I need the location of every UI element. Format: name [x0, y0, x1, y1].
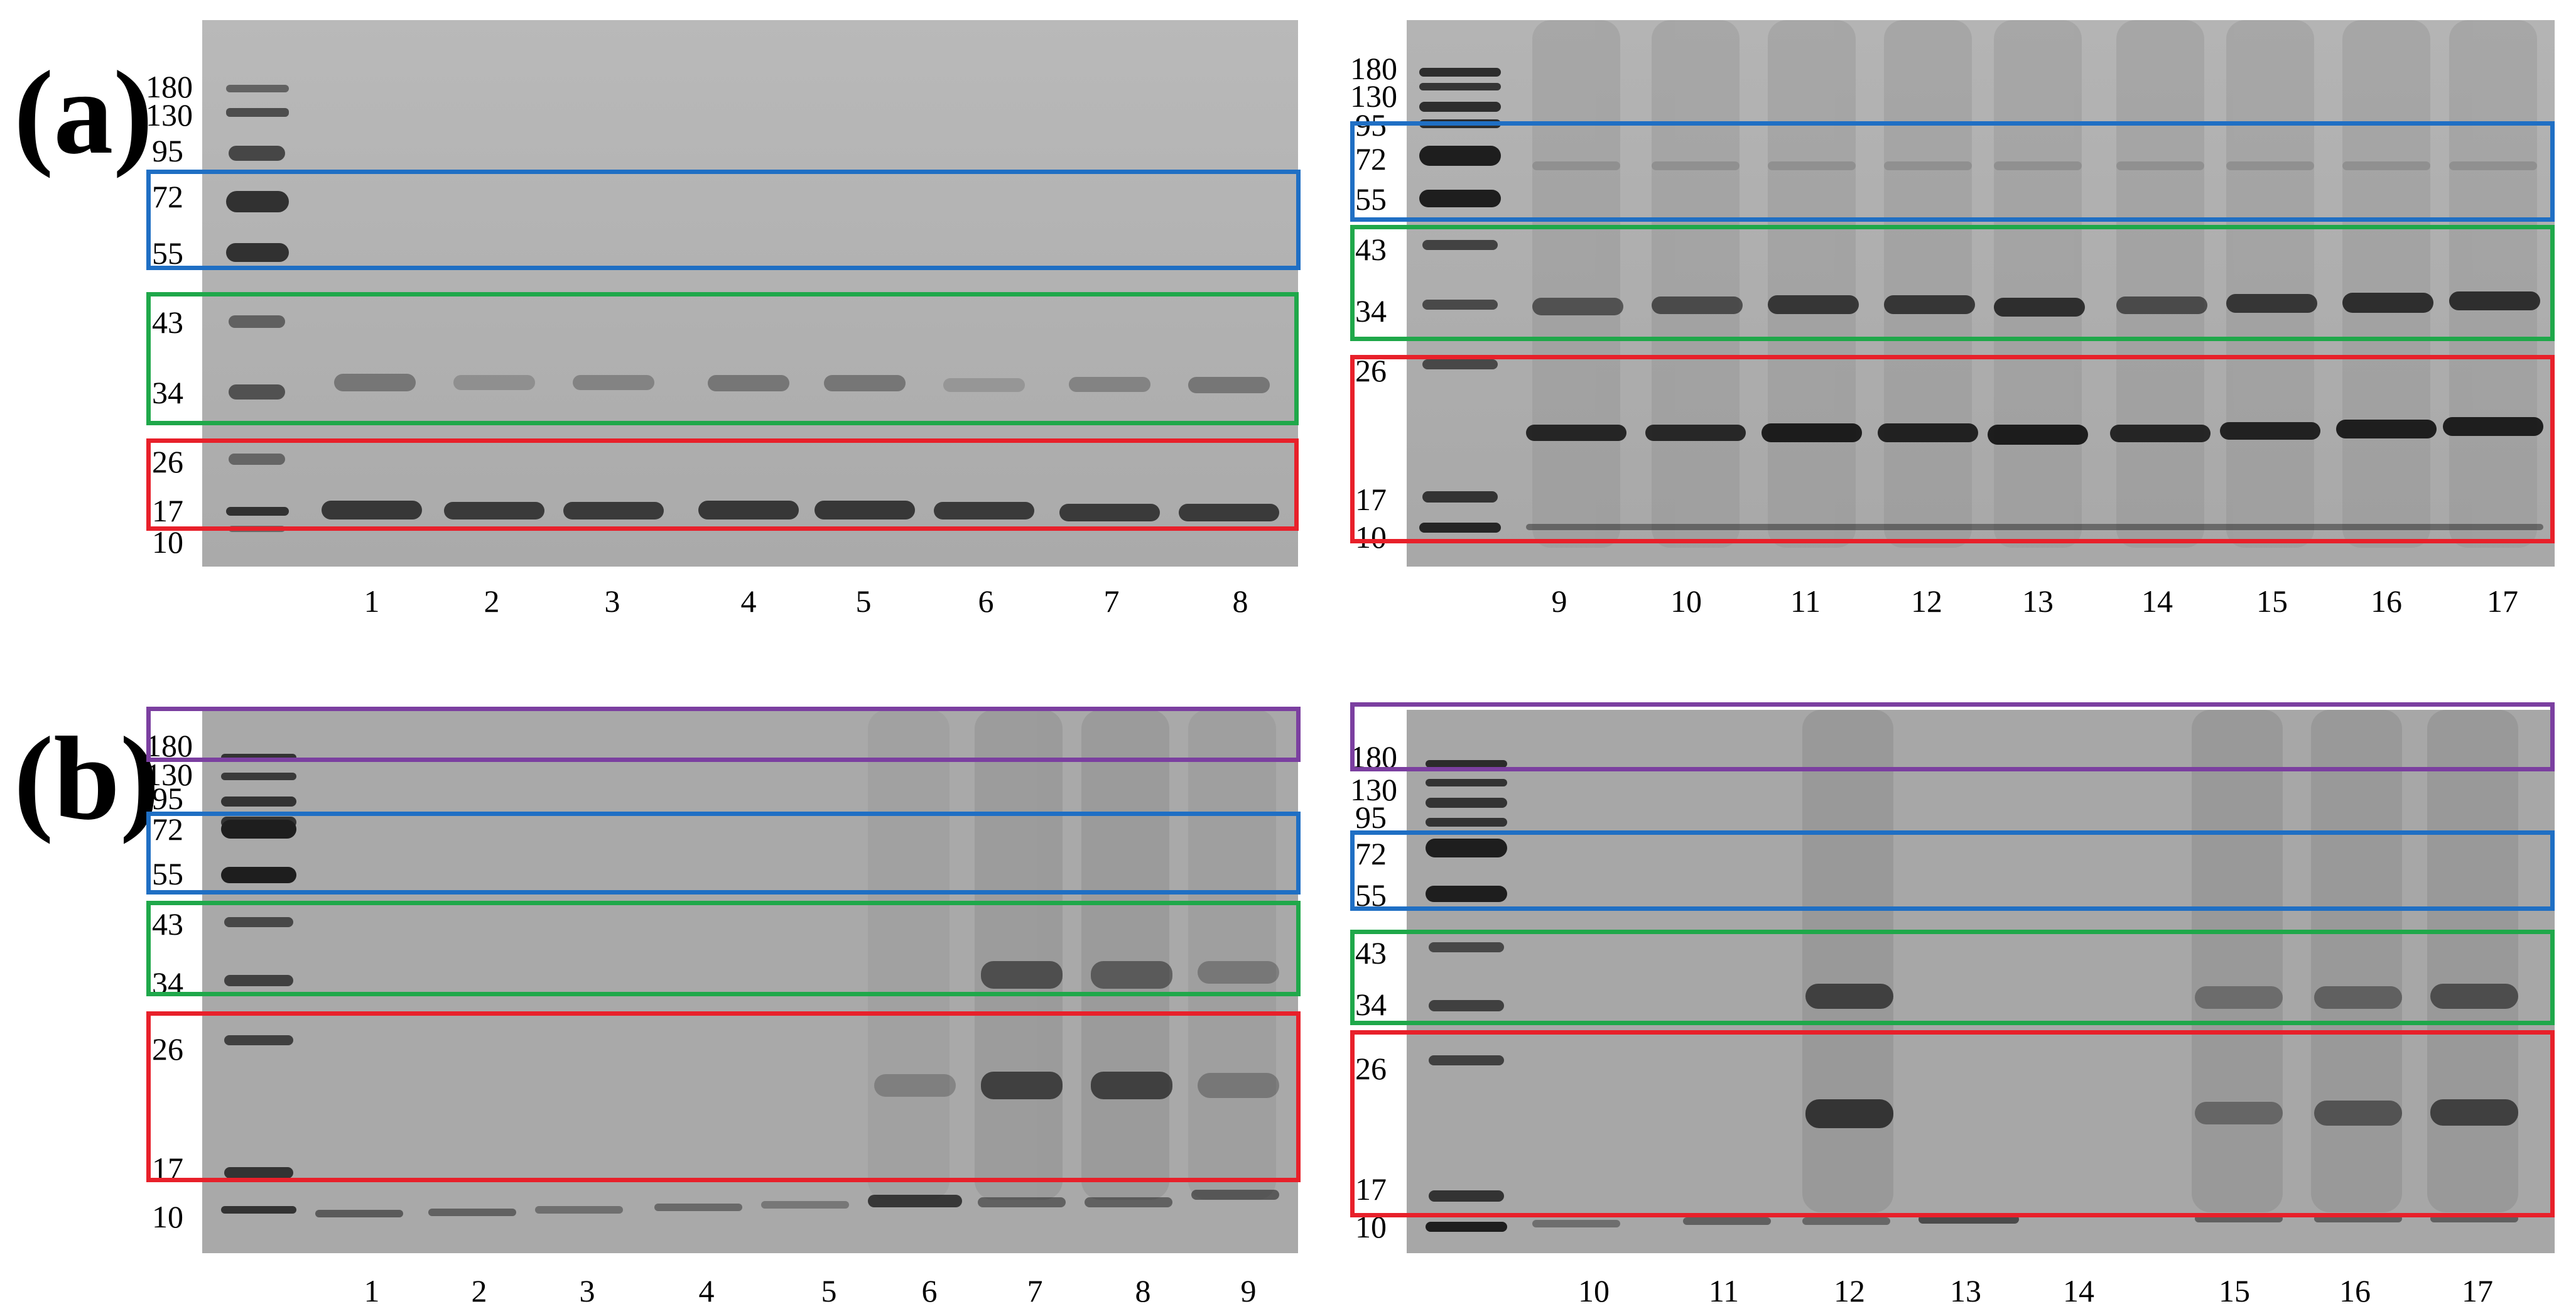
marker-label: 34: [1355, 293, 1387, 329]
marker-label: 72: [1355, 836, 1387, 871]
marker-label: 130: [146, 757, 193, 792]
marker-label: 180: [146, 69, 193, 104]
lane-label: 11: [1790, 584, 1821, 619]
lane-label: 12: [1911, 584, 1942, 619]
marker-label: 43: [1355, 935, 1387, 971]
bands-b-right: [1532, 984, 2518, 1227]
lane-label: 9: [1240, 1273, 1257, 1308]
region-box-blue: [146, 812, 1301, 895]
lane-label: 9: [1551, 584, 1567, 619]
lane-label: 3: [604, 584, 620, 619]
marker-label: 43: [1355, 232, 1387, 267]
region-box-purple: [146, 707, 1301, 762]
lane-label: 3: [579, 1273, 595, 1308]
bands-b-left: [315, 961, 1279, 1217]
ladder-a-left: [226, 85, 289, 532]
marker-label: 130: [1350, 772, 1397, 807]
marker-label: 55: [152, 856, 183, 891]
lane-label: 13: [2022, 584, 2054, 619]
lane-label: 16: [2371, 584, 2402, 619]
region-box-red: [1350, 1030, 2555, 1217]
marker-label: 72: [152, 812, 183, 847]
lane-label: 12: [1834, 1273, 1865, 1308]
lane-label: 7: [1103, 584, 1120, 619]
region-box-blue: [146, 170, 1301, 270]
region-box-blue: [1350, 121, 2555, 222]
lane-label: 13: [1950, 1273, 1981, 1308]
marker-label: 130: [1350, 79, 1397, 114]
lane-label: 1: [364, 1273, 380, 1308]
lane-label: 15: [2219, 1273, 2250, 1308]
marker-label: 180: [1350, 51, 1397, 86]
lane-label: 17: [2487, 584, 2518, 619]
region-box-green: [146, 292, 1299, 425]
region-box-red: [1350, 355, 2555, 543]
lane-label: 2: [471, 1273, 487, 1308]
marker-label: 43: [152, 906, 183, 942]
marker-label: 26: [152, 1031, 183, 1067]
marker-label: 17: [1355, 482, 1387, 517]
region-box-green: [146, 901, 1301, 996]
marker-label: 95: [152, 781, 183, 816]
lane-label: 10: [1670, 584, 1702, 619]
lane-label: 17: [2462, 1273, 2493, 1308]
gel-a-right: [1407, 20, 2555, 567]
ladder-b-left: [221, 754, 296, 1214]
marker-label: 130: [146, 97, 193, 133]
marker-label: 34: [152, 375, 183, 410]
region-box-green: [1350, 930, 2555, 1025]
marker-label: 95: [152, 133, 183, 168]
marker-label: 26: [1355, 353, 1387, 388]
lane-label: 5: [821, 1273, 837, 1308]
lane-label: 6: [978, 584, 994, 619]
lane-label: 15: [2256, 584, 2288, 619]
ladder-a-right: [1419, 68, 1501, 533]
marker-label: 72: [1355, 141, 1387, 177]
region-box-purple: [1350, 702, 2555, 771]
lane-label: 10: [1578, 1273, 1610, 1308]
lane-label: 16: [2339, 1273, 2371, 1308]
lane-label: 11: [1708, 1273, 1740, 1308]
marker-label: 55: [152, 236, 183, 271]
panel-label-b: (b): [14, 713, 160, 845]
bands-a-left: [322, 374, 1279, 521]
marker-label: 17: [152, 493, 183, 528]
marker-label: 17: [1355, 1172, 1387, 1207]
lane-label: 4: [698, 1273, 715, 1308]
lane-label: 14: [2141, 584, 2173, 619]
marker-label: 26: [1355, 1051, 1387, 1086]
lane-label: 2: [484, 584, 500, 619]
ladder-b-right: [1426, 760, 1507, 1232]
marker-label: 10: [152, 525, 183, 560]
marker-label: 26: [152, 444, 183, 479]
lane-label: 8: [1232, 584, 1248, 619]
bands-a-right: [1526, 161, 2543, 530]
lane-label: 7: [1027, 1273, 1043, 1308]
region-box-red: [146, 438, 1299, 531]
region-box-green: [1350, 225, 2555, 341]
marker-label: 55: [1355, 878, 1387, 913]
lane-label: 8: [1135, 1273, 1151, 1308]
gel-b-right: [1407, 710, 2555, 1253]
lane-label: 14: [2063, 1273, 2094, 1308]
marker-label: 55: [1355, 182, 1387, 217]
lane-label: 4: [740, 584, 757, 619]
lane-label: 5: [855, 584, 872, 619]
marker-label: 180: [146, 728, 193, 763]
marker-label: 72: [152, 179, 183, 214]
panel-label-a: (a): [14, 47, 153, 179]
marker-label: 95: [1355, 800, 1387, 835]
lane-label: 1: [364, 584, 380, 619]
region-box-red: [146, 1011, 1301, 1182]
lane-label: 6: [921, 1273, 938, 1308]
marker-label: 43: [152, 305, 183, 340]
marker-label: 34: [1355, 987, 1387, 1022]
region-box-blue: [1350, 830, 2555, 911]
gel-b-left: [202, 710, 1298, 1253]
marker-label: 10: [1355, 519, 1387, 555]
marker-label: 10: [152, 1199, 183, 1234]
